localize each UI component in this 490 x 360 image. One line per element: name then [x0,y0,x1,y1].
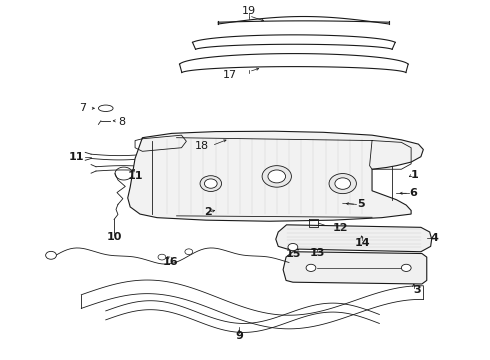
Circle shape [185,249,193,255]
Text: 15: 15 [286,248,301,258]
Text: 11: 11 [127,171,143,181]
Circle shape [200,176,221,192]
Circle shape [268,170,286,183]
Text: 5: 5 [358,199,365,210]
Polygon shape [283,252,427,284]
Circle shape [46,251,56,259]
Text: 8: 8 [118,117,125,127]
Text: 18: 18 [195,140,209,150]
Text: 11: 11 [69,152,85,162]
Text: 13: 13 [310,248,325,258]
Circle shape [262,166,292,187]
Ellipse shape [98,105,113,112]
Text: 7: 7 [79,103,86,113]
Circle shape [329,174,356,194]
Text: 12: 12 [333,224,348,233]
Circle shape [401,264,411,271]
Text: 9: 9 [235,331,243,341]
Text: 1: 1 [411,170,419,180]
Circle shape [158,254,166,260]
Text: 10: 10 [106,232,122,242]
Text: 2: 2 [204,207,212,217]
Text: 19: 19 [242,6,256,16]
Polygon shape [276,225,432,252]
Circle shape [288,243,298,251]
Polygon shape [128,131,423,221]
Circle shape [306,264,316,271]
Text: 3: 3 [413,285,421,295]
Text: 17: 17 [223,70,237,80]
Circle shape [335,178,350,189]
Text: 14: 14 [354,238,370,248]
Text: 16: 16 [163,257,178,267]
Circle shape [204,179,217,188]
Text: 6: 6 [410,188,417,198]
Text: 4: 4 [430,233,438,243]
